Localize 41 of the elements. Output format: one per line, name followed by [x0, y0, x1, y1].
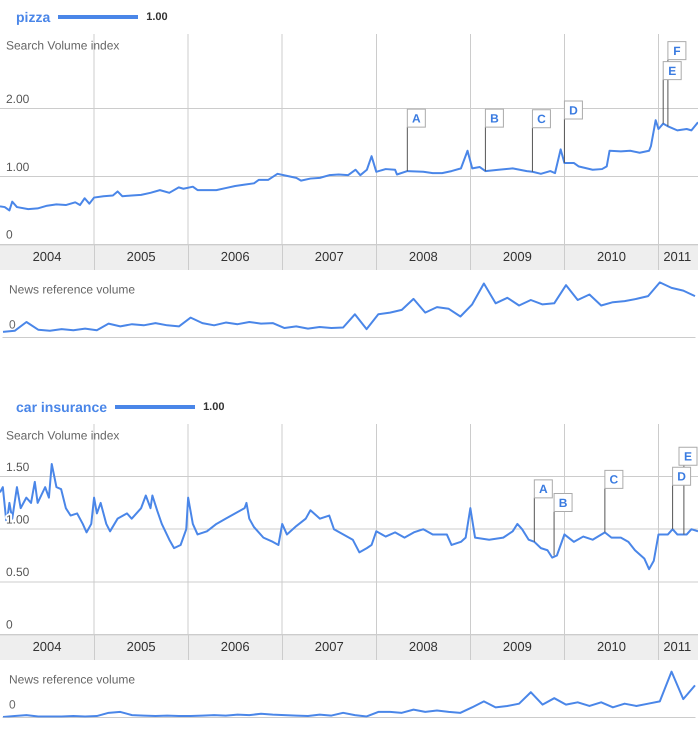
x-tick-label: 2004	[32, 638, 62, 654]
annotation: E	[684, 450, 692, 464]
annotation: C	[537, 112, 546, 126]
annotation: E	[668, 64, 676, 78]
annotation: C	[610, 472, 619, 487]
y-tick-label: 1.50	[6, 460, 30, 474]
x-tick-label: 2007	[314, 248, 344, 264]
x-tick-label: 2009	[502, 248, 532, 264]
text: 1.00	[203, 401, 224, 413]
x-tick-label: 2010	[596, 638, 626, 654]
annotation: B	[558, 496, 568, 510]
annotation: F	[673, 44, 681, 58]
text: car insurance	[16, 399, 108, 415]
annotation: D	[569, 103, 578, 118]
y-tick-label: 1.00	[6, 160, 30, 174]
x-tick-label: 2004	[32, 248, 62, 264]
x-tick-label: 2005	[126, 638, 156, 654]
y-tick-label: 0	[6, 228, 13, 242]
y-axis-title: Search Volume index	[6, 428, 120, 442]
y-tick-label: 0	[6, 618, 13, 632]
annotation: D	[677, 470, 686, 484]
x-tick-label: 2011	[663, 638, 692, 654]
annotation: B	[490, 111, 500, 126]
x-tick-label: 2008	[408, 248, 438, 264]
x-tick-label: 2006	[220, 248, 250, 264]
x-tick-label: 2010	[596, 248, 626, 264]
x-tick-label: 2007	[314, 638, 344, 654]
y-axis-title: News reference volume	[9, 672, 136, 686]
annotation: A	[538, 482, 548, 496]
x-tick-label: 2009	[502, 638, 532, 654]
text: pizza	[16, 9, 50, 25]
x-tick-label: 2005	[126, 248, 156, 264]
y-axis-title: Search Volume index	[6, 38, 120, 52]
y-axis-title: News reference volume	[9, 282, 136, 296]
annotation: A	[412, 111, 421, 126]
text: 1.00	[146, 11, 168, 23]
y-tick-label: 2.00	[6, 92, 30, 106]
x-tick-label: 2011	[663, 248, 692, 264]
x-tick-label: 2008	[408, 638, 438, 654]
y-tick-label: 0.50	[6, 565, 30, 580]
x-tick-label: 2006	[220, 638, 250, 654]
